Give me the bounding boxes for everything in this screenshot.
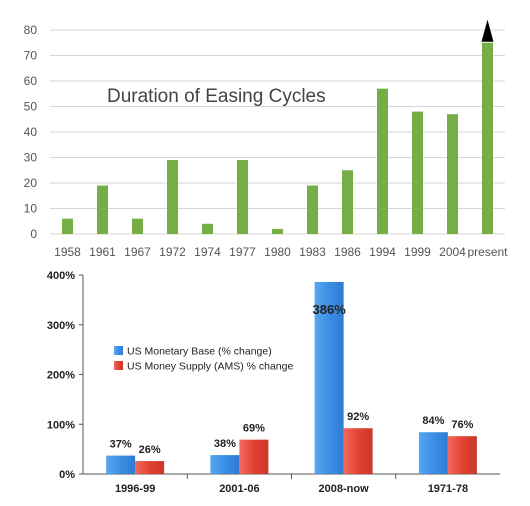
chart2-data-label: 69% [243, 423, 265, 435]
chart1-bar [482, 42, 493, 234]
chart1-gridlines [50, 29, 505, 235]
chart1-bar [202, 223, 213, 234]
chart2-data-label: 386% [313, 302, 347, 317]
chart1-y-axis: 0 10 20 30 40 50 60 70 80 [24, 23, 38, 241]
chart1-bar [447, 114, 458, 234]
chart1-x-axis: 1958 1961 1967 1972 1974 1977 1980 1983 1986 1994… [54, 245, 508, 258]
chart2-bar [135, 461, 165, 474]
chart1-bar [97, 185, 108, 234]
chart1-y-tick-label: 10 [24, 202, 38, 216]
chart1-x-tick-label: 1986 [334, 245, 361, 258]
chart2-x-tick-label: 1971-78 [428, 483, 468, 495]
chart2-bar [447, 436, 477, 474]
chart1-bar [412, 111, 423, 234]
chart1-y-tick-label: 60 [24, 74, 38, 88]
chart1-bar [342, 170, 353, 234]
chart2-y-tick-label: 0% [59, 469, 75, 481]
chart2-bar [210, 455, 240, 474]
chart1-x-tick-label: 1961 [89, 245, 116, 258]
chart2-y-tick-label: 300% [47, 320, 75, 332]
chart2-bar [314, 281, 344, 474]
chart1-x-tick-label: 1972 [159, 245, 186, 258]
chart2-x-tick-label: 2008-now [319, 483, 370, 495]
chart2-bar [418, 432, 448, 474]
chart2-x-tick-label: 2001-06 [219, 483, 259, 495]
chart1-y-tick-label: 70 [24, 49, 38, 63]
chart1-bar [62, 218, 73, 234]
chart2-legend-swatch [114, 361, 123, 370]
chart2-x-tick-label: 1996-99 [115, 483, 155, 495]
chart1-x-tick-label: 1974 [194, 245, 221, 258]
chart1-bar [272, 228, 283, 234]
chart2-legend: US Monetary Base (% change) US Money Supp… [114, 346, 293, 373]
chart1-x-tick-label: 1994 [369, 245, 396, 258]
chart1-arrow-marker [481, 19, 494, 42]
chart2-y-tick-label: 100% [47, 419, 75, 431]
chart2-bars [106, 281, 477, 474]
chart1-y-tick-label: 20 [24, 176, 38, 190]
chart1-y-tick-label: 30 [24, 151, 38, 165]
chart2-data-label: 37% [110, 439, 132, 451]
chart1-title: Duration of Easing Cycles [107, 86, 326, 107]
chart2-y-tick-label: 200% [47, 370, 75, 382]
chart1-y-tick-label: 80 [24, 23, 38, 37]
chart1-bar [167, 160, 178, 234]
chart2-data-label: 84% [422, 415, 444, 427]
chart1-bar [132, 218, 143, 234]
chart2-bar [343, 428, 373, 474]
chart1-bar [377, 88, 388, 235]
money-supply-chart: 0% 100% 200% 300% 400% 37% 26% 38% 69% 386% 92% 84… [47, 270, 500, 495]
chart1-bars [62, 19, 494, 235]
chart2-data-labels: 37% 26% 38% 69% 386% 92% 84% 76% [110, 302, 474, 456]
chart1-x-tick-label: 1967 [124, 245, 151, 258]
chart2-legend-label: US Monetary Base (% change) [127, 346, 272, 358]
chart1-x-tick-label: 1983 [299, 245, 326, 258]
chart2-x-axis: 1996-99 2001-06 2008-now 1971-78 [115, 483, 468, 495]
chart1-x-tick-label: 1977 [229, 245, 256, 258]
chart1-bar [307, 185, 318, 234]
chart2-data-label: 38% [214, 438, 236, 450]
chart2-legend-label: US Money Supply (AMS) % change [127, 361, 293, 373]
chart1-y-tick-label: 50 [24, 100, 38, 114]
chart1-x-tick-label: 1958 [54, 245, 81, 258]
chart1-bar [237, 160, 248, 234]
chart2-data-label: 26% [139, 444, 161, 456]
chart1-x-tick-label: 1999 [404, 245, 431, 258]
chart1-x-tick-label: 2004 [439, 245, 466, 258]
chart2-y-tick-label: 400% [47, 270, 75, 282]
chart2-legend-swatch [114, 346, 123, 355]
chart2-bar [239, 439, 269, 474]
chart1-y-tick-label: 40 [24, 125, 38, 139]
chart2-bar [106, 455, 136, 474]
chart2-data-label: 76% [451, 419, 473, 431]
chart2-y-axis: 0% 100% 200% 300% 400% [47, 270, 75, 481]
chart2-data-label: 92% [347, 411, 369, 423]
chart1-x-tick-label: 1980 [264, 245, 291, 258]
chart1-x-tick-label: present [467, 245, 508, 258]
chart1-y-tick-label: 0 [30, 227, 37, 241]
